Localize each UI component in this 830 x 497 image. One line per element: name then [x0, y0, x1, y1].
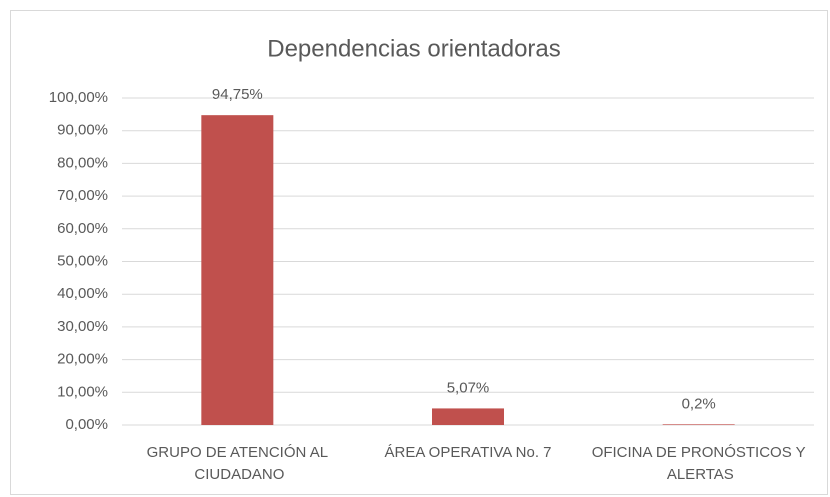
y-tick-label: 20,00% — [57, 351, 108, 368]
bar — [201, 115, 274, 425]
y-tick-label: 40,00% — [57, 285, 108, 302]
bar — [432, 408, 504, 425]
y-tick-label: 50,00% — [57, 252, 108, 269]
y-tick-label: 10,00% — [57, 383, 108, 400]
x-tick-label: OFICINA DE PRONÓSTICOS Y ALERTAS — [592, 444, 806, 483]
bar — [662, 424, 735, 425]
data-label: 94,75% — [212, 86, 263, 103]
chart-border — [10, 10, 828, 495]
y-tick-label: 100,00% — [49, 89, 108, 106]
x-tick-label: GRUPO DE ATENCIÓN AL CIUDADANO — [147, 444, 328, 483]
y-tick-label: 60,00% — [57, 220, 108, 237]
y-tick-label: 70,00% — [57, 187, 108, 204]
x-tick-label: ÁREA OPERATIVA No. 7 — [384, 444, 551, 461]
y-tick-label: 0,00% — [65, 416, 108, 433]
y-tick-label: 90,00% — [57, 122, 108, 139]
data-label: 5,07% — [447, 379, 490, 396]
chart-title: Dependencias orientadoras — [267, 35, 561, 62]
y-tick-label: 30,00% — [57, 318, 108, 335]
y-tick-label: 80,00% — [57, 154, 108, 171]
data-label: 0,2% — [682, 395, 716, 412]
